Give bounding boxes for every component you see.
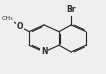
Text: O: O [17,22,23,31]
Text: N: N [41,47,47,56]
Text: Br: Br [66,5,76,14]
Text: CH₃: CH₃ [1,16,13,21]
